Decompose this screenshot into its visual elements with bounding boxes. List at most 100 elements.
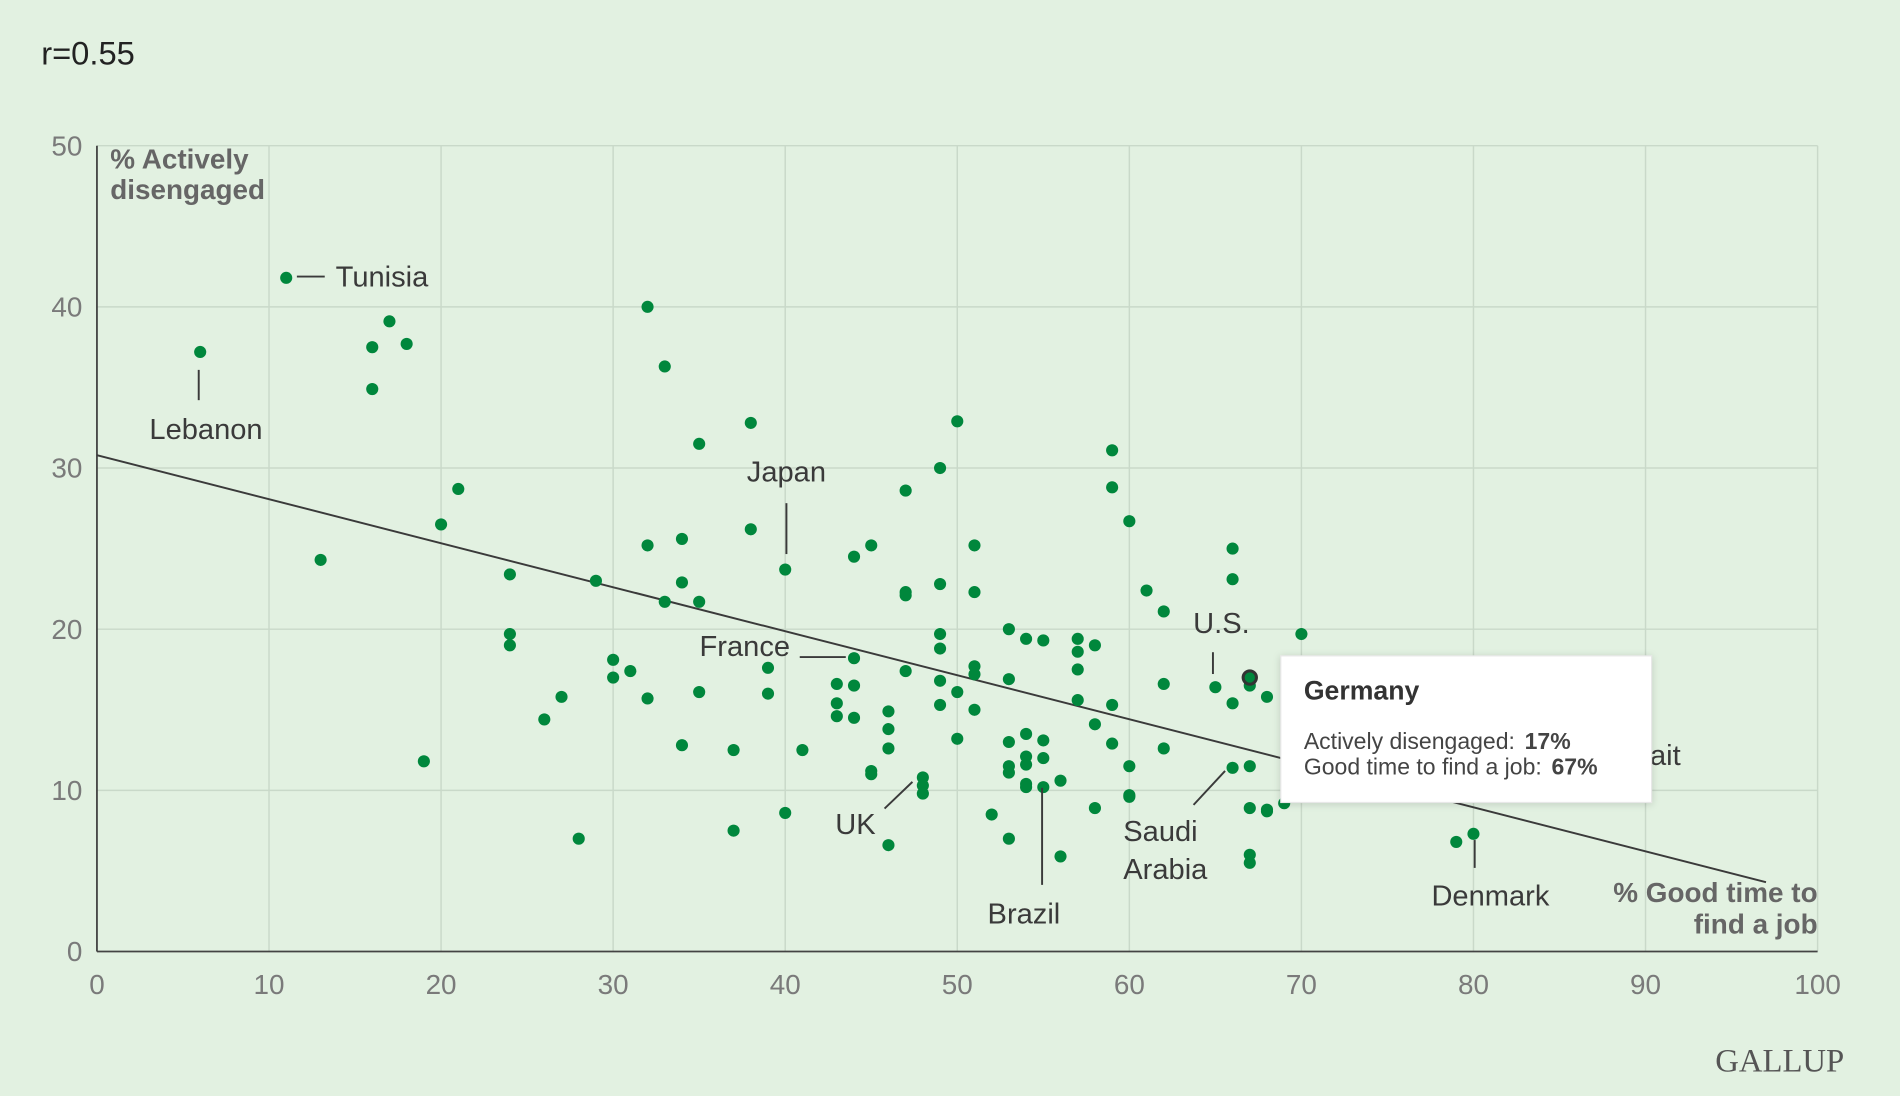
data-point[interactable] <box>1450 835 1463 848</box>
data-point[interactable] <box>779 563 792 576</box>
data-point[interactable] <box>847 679 861 692</box>
data-point[interactable] <box>366 341 379 354</box>
data-point[interactable] <box>658 360 671 373</box>
data-point[interactable] <box>400 337 413 350</box>
data-point[interactable] <box>727 743 740 757</box>
data-point[interactable] <box>1157 677 1170 691</box>
data-point[interactable] <box>1123 760 1136 773</box>
data-point[interactable] <box>675 532 689 545</box>
data-point[interactable] <box>1071 663 1084 676</box>
data-point[interactable] <box>503 639 516 652</box>
data-point[interactable] <box>1467 827 1480 840</box>
data-point[interactable] <box>1054 774 1067 787</box>
data-point[interactable] <box>538 713 551 726</box>
data-point[interactable] <box>727 824 740 837</box>
data-point[interactable] <box>934 642 947 655</box>
data-point[interactable] <box>1037 752 1050 765</box>
data-point[interactable] <box>830 677 843 691</box>
data-point[interactable] <box>1037 734 1050 747</box>
data-point[interactable] <box>968 586 981 599</box>
data-point[interactable] <box>968 703 981 716</box>
data-point[interactable] <box>383 315 396 328</box>
data-point[interactable] <box>934 461 947 475</box>
data-point[interactable] <box>1002 673 1015 686</box>
data-point[interactable] <box>675 576 689 589</box>
data-point[interactable] <box>641 300 654 313</box>
data-point[interactable] <box>847 652 861 665</box>
data-point[interactable] <box>1106 444 1119 457</box>
data-point[interactable] <box>658 595 671 608</box>
data-point[interactable] <box>417 755 430 768</box>
data-point[interactable] <box>882 839 895 852</box>
data-point[interactable] <box>452 482 465 496</box>
data-point[interactable] <box>1002 735 1015 749</box>
data-point[interactable] <box>555 690 568 703</box>
data-point[interactable] <box>1088 639 1101 652</box>
data-point[interactable] <box>882 723 895 736</box>
data-point[interactable] <box>847 550 861 563</box>
data-point[interactable] <box>934 627 947 641</box>
data-point[interactable] <box>1260 805 1274 818</box>
data-point[interactable] <box>1157 605 1170 618</box>
data-point[interactable] <box>968 668 981 681</box>
data-point[interactable] <box>693 685 706 699</box>
data-point[interactable] <box>865 539 878 552</box>
data-point[interactable] <box>503 568 516 581</box>
data-point[interactable] <box>1243 802 1256 815</box>
data-point[interactable] <box>1226 697 1239 710</box>
data-point[interactable] <box>589 574 602 587</box>
data-point[interactable] <box>985 808 998 821</box>
data-point[interactable] <box>1157 742 1170 755</box>
data-point[interactable] <box>1020 727 1033 740</box>
data-point[interactable] <box>1209 681 1222 694</box>
data-point[interactable] <box>194 345 207 359</box>
data-point[interactable] <box>1106 698 1119 711</box>
data-point[interactable] <box>1106 481 1119 494</box>
data-point[interactable] <box>899 589 912 602</box>
data-point[interactable] <box>1054 850 1067 863</box>
data-point[interactable] <box>624 665 637 678</box>
data-point[interactable] <box>1020 758 1033 771</box>
data-point[interactable] <box>882 742 895 755</box>
data-point[interactable] <box>899 484 912 497</box>
data-point[interactable] <box>572 832 585 845</box>
data-point[interactable] <box>744 416 757 429</box>
data-point[interactable] <box>934 578 947 591</box>
data-point[interactable] <box>503 627 516 641</box>
data-point[interactable] <box>607 671 620 684</box>
data-point[interactable] <box>916 787 929 800</box>
data-point[interactable] <box>1020 632 1033 645</box>
data-point[interactable] <box>744 523 757 536</box>
data-point[interactable] <box>779 806 792 819</box>
data-point[interactable] <box>1123 515 1136 528</box>
highlighted-point[interactable] <box>1241 669 1258 686</box>
data-point[interactable] <box>1002 766 1015 779</box>
data-point[interactable] <box>366 382 379 396</box>
data-point[interactable] <box>830 697 843 710</box>
data-point[interactable] <box>1002 832 1015 845</box>
data-point[interactable] <box>899 665 912 678</box>
data-point[interactable] <box>951 415 964 428</box>
data-point[interactable] <box>1071 694 1084 707</box>
data-point[interactable] <box>830 710 843 723</box>
data-point[interactable] <box>1071 632 1084 645</box>
data-point[interactable] <box>951 685 964 699</box>
data-point[interactable] <box>607 653 620 666</box>
data-point[interactable] <box>1088 718 1101 731</box>
data-point[interactable] <box>641 539 654 552</box>
data-point[interactable] <box>435 518 448 531</box>
data-point[interactable] <box>1295 627 1308 641</box>
data-point[interactable] <box>1243 856 1256 869</box>
data-point[interactable] <box>641 692 654 705</box>
data-point[interactable] <box>1071 645 1084 658</box>
data-point[interactable] <box>865 768 878 781</box>
data-point[interactable] <box>280 271 293 284</box>
data-point[interactable] <box>934 674 947 687</box>
data-point[interactable] <box>675 739 689 752</box>
data-point[interactable] <box>1088 802 1101 815</box>
data-point[interactable] <box>761 661 775 674</box>
data-point[interactable] <box>1037 781 1050 794</box>
data-point[interactable] <box>847 711 861 724</box>
data-point[interactable] <box>314 553 327 566</box>
data-point[interactable] <box>1140 584 1153 597</box>
